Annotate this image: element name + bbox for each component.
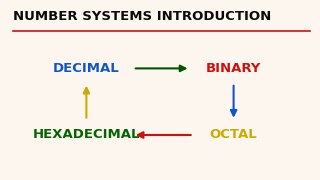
Text: DECIMAL: DECIMAL	[53, 62, 120, 75]
Text: OCTAL: OCTAL	[210, 129, 258, 141]
Text: BINARY: BINARY	[206, 62, 261, 75]
Text: NUMBER SYSTEMS INTRODUCTION: NUMBER SYSTEMS INTRODUCTION	[13, 10, 271, 23]
Text: HEXADECIMAL: HEXADECIMAL	[33, 129, 140, 141]
